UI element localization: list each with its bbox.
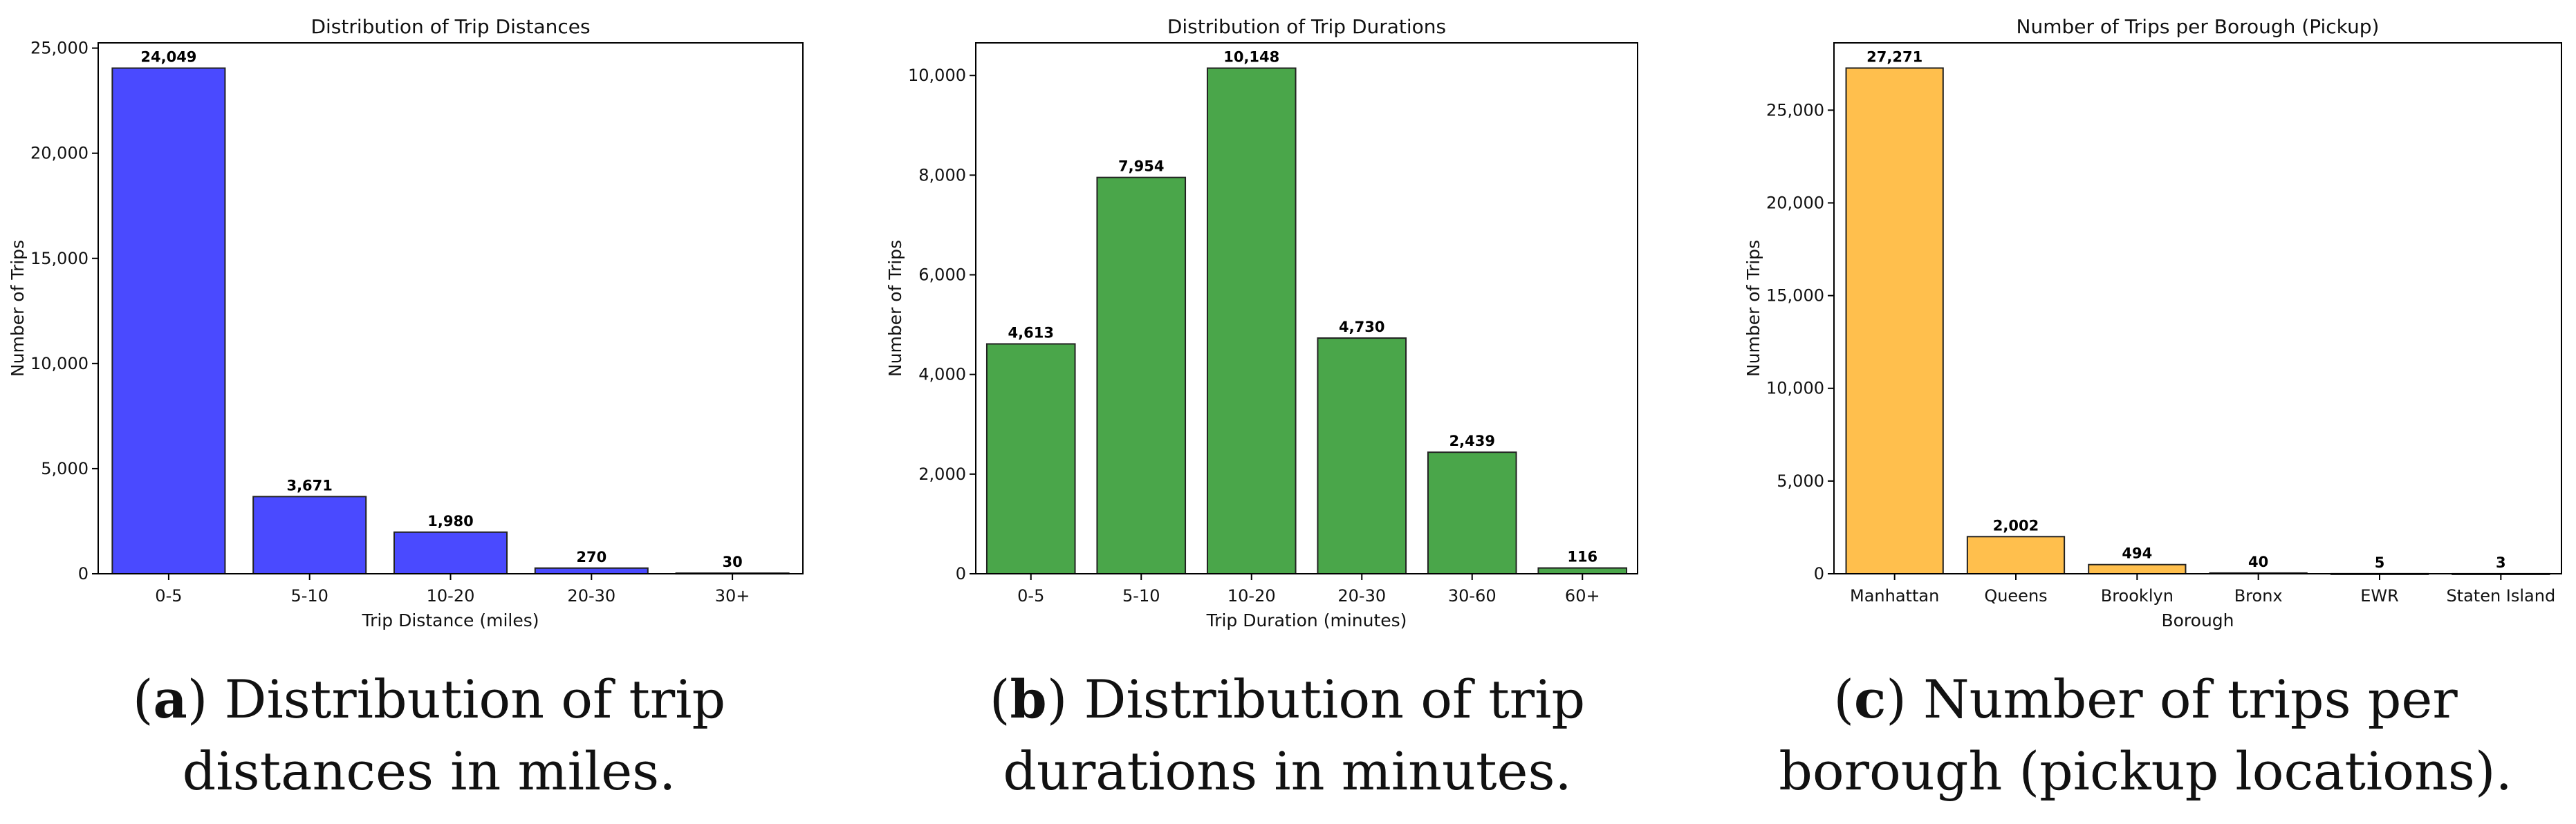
- chart-title: Distribution of Trip Distances: [311, 15, 590, 38]
- bar: [534, 567, 649, 574]
- bar: [1206, 67, 1297, 575]
- caption-letter: a: [153, 668, 187, 730]
- panel-a: Distribution of Trip Distances Trip Dist…: [0, 0, 858, 824]
- plot-frame: [98, 42, 804, 574]
- x-tick-label: 0-5: [1017, 586, 1044, 606]
- y-tick-label: 10,000: [908, 66, 966, 85]
- x-tick-label: Queens: [1984, 586, 2047, 606]
- caption-letter: b: [1010, 668, 1047, 730]
- y-tick-label: 5,000: [41, 459, 89, 478]
- x-axis-label: Borough: [2161, 610, 2234, 630]
- y-axis-label: Number of Trips: [8, 240, 28, 377]
- plot-frame: [975, 42, 1638, 574]
- x-tick-label: 60+: [1565, 586, 1600, 606]
- y-tick-label: 25,000: [30, 39, 89, 58]
- bar-value-label: 24,049: [140, 49, 196, 66]
- bar-value-label: 270: [576, 549, 606, 565]
- bar-value-label: 2,439: [1449, 433, 1495, 449]
- y-tick-label: 20,000: [1766, 193, 1824, 212]
- caption-letter: c: [1853, 668, 1887, 730]
- y-tick-label: 5,000: [1777, 471, 1824, 491]
- caption-text: Number of trips per borough (pickup loca…: [1779, 668, 2512, 802]
- x-tick-label: 30+: [715, 586, 750, 606]
- bar: [1537, 567, 1628, 574]
- y-tick-label: 8,000: [918, 165, 966, 185]
- y-tick-label: 20,000: [30, 144, 89, 163]
- caption-a: (a) Distribution of trip distances in mi…: [132, 668, 726, 802]
- panel-c: Number of Trips per Borough (Pickup) Bor…: [1716, 0, 2575, 824]
- panel-b: Distribution of Trip Durations Trip Dura…: [858, 0, 1716, 824]
- plot-frame: [1833, 42, 2562, 574]
- bar-value-label: 5: [2375, 554, 2385, 571]
- caption-b: (b) Distribution of trip durations in mi…: [989, 668, 1586, 802]
- x-tick-label: 5-10: [290, 586, 328, 606]
- y-tick-label: 15,000: [30, 249, 89, 268]
- bar-value-label: 494: [2122, 545, 2152, 562]
- bar: [1966, 536, 2066, 574]
- y-axis-label: Number of Trips: [885, 240, 905, 377]
- bar-value-label: 3: [2496, 554, 2506, 571]
- x-tick-label: 20-30: [567, 586, 615, 606]
- chart-title: Distribution of Trip Durations: [1167, 15, 1446, 38]
- bar-value-label: 30: [722, 554, 742, 570]
- caption-text: Distribution of trip durations in minute…: [1003, 668, 1586, 802]
- chart-a: Distribution of Trip Distances Trip Dist…: [8, 15, 804, 630]
- x-tick-label: Staten Island: [2446, 586, 2555, 606]
- bar-value-label: 4,613: [1008, 325, 1054, 341]
- y-tick-label: 4,000: [918, 365, 966, 384]
- caption-c: (c) Number of trips per borough (pickup …: [1779, 668, 2512, 802]
- y-tick-label: 0: [956, 564, 966, 583]
- y-axis-label: Number of Trips: [1743, 240, 1763, 377]
- bar-value-label: 1,980: [427, 513, 473, 530]
- x-tick-label: 10-20: [1227, 586, 1276, 606]
- plot-area: 0 5,000 10,000 15,000 20,000 25,000 27,271 Manh…: [1766, 42, 2562, 606]
- bar-value-label: 7,954: [1118, 158, 1164, 175]
- bar: [1845, 67, 1944, 574]
- y-tick-label: 10,000: [30, 354, 89, 373]
- chart-c: Number of Trips per Borough (Pickup) Bor…: [1743, 15, 2562, 630]
- bar-value-label: 116: [1567, 549, 1597, 565]
- bar: [111, 67, 226, 575]
- x-tick-label: Manhattan: [1850, 586, 1939, 606]
- x-tick-label: 20-30: [1337, 586, 1386, 606]
- caption-text: Distribution of trip distances in miles.: [182, 668, 726, 802]
- bar-value-label: 40: [2248, 554, 2268, 570]
- x-tick-label: 5-10: [1122, 586, 1160, 606]
- plot-area: 0 5,000 10,000 15,000 20,000 25,000 24,049 0-5 3…: [30, 39, 804, 606]
- x-tick-label: 0-5: [155, 586, 182, 606]
- bar: [393, 531, 508, 574]
- bar-value-label: 4,730: [1339, 319, 1384, 335]
- y-tick-label: 2,000: [918, 465, 966, 484]
- y-tick-label: 15,000: [1766, 286, 1824, 306]
- bar-value-label: 2,002: [1993, 517, 2039, 534]
- y-tick-label: 0: [78, 564, 89, 583]
- bar-value-label: 10,148: [1223, 49, 1279, 66]
- bar: [1096, 176, 1187, 574]
- chart-b: Distribution of Trip Durations Trip Dura…: [885, 15, 1638, 630]
- y-tick-label: 10,000: [1766, 379, 1824, 398]
- bar-value-label: 27,271: [1866, 48, 1922, 65]
- x-axis-label: Trip Duration (minutes): [1206, 610, 1407, 630]
- y-tick-label: 25,000: [1766, 100, 1824, 120]
- bar: [1317, 337, 1407, 574]
- x-tick-label: 10-20: [427, 586, 475, 606]
- x-axis-label: Trip Distance (miles): [361, 610, 539, 630]
- y-tick-label: 0: [1814, 564, 1824, 583]
- bar: [2088, 563, 2187, 575]
- plot-area: 0 2,000 4,000 6,000 8,000 10,000 4,613 0-5 7,954…: [908, 42, 1638, 606]
- x-tick-label: 30-60: [1448, 586, 1497, 606]
- bar-value-label: 3,671: [286, 477, 332, 494]
- chart-title: Number of Trips per Borough (Pickup): [2017, 15, 2380, 38]
- bar: [252, 496, 367, 574]
- y-tick-label: 6,000: [918, 265, 966, 285]
- x-tick-label: Brooklyn: [2101, 586, 2174, 606]
- x-tick-label: Bronx: [2234, 586, 2283, 606]
- bar: [985, 343, 1076, 574]
- bar: [1427, 451, 1517, 574]
- x-tick-label: EWR: [2360, 586, 2399, 606]
